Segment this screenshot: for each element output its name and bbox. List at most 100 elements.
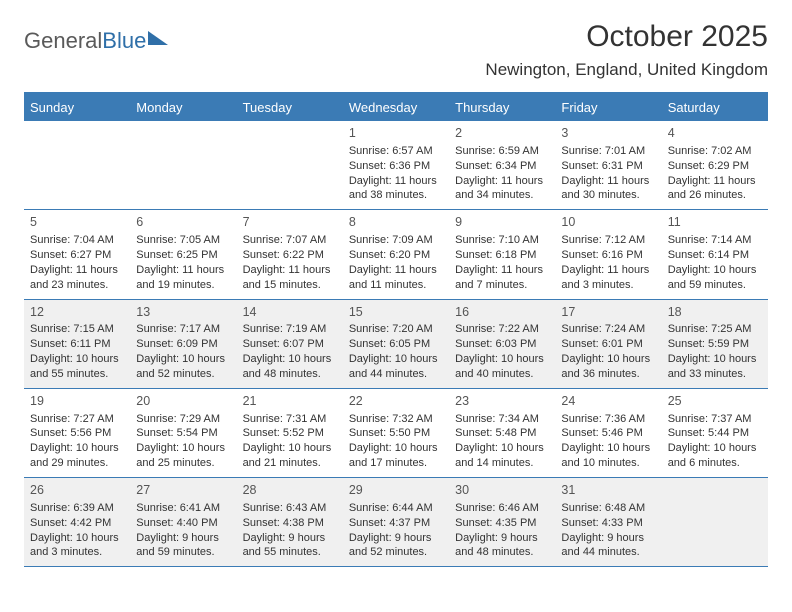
sunset-text: Sunset: 6:03 PM bbox=[455, 337, 549, 352]
sunrise-text: Sunrise: 6:44 AM bbox=[349, 501, 443, 516]
day-cell: 3Sunrise: 7:01 AMSunset: 6:31 PMDaylight… bbox=[555, 121, 661, 209]
sunset-text: Sunset: 4:40 PM bbox=[136, 516, 230, 531]
day-cell: 13Sunrise: 7:17 AMSunset: 6:09 PMDayligh… bbox=[130, 300, 236, 388]
day-cell: 8Sunrise: 7:09 AMSunset: 6:20 PMDaylight… bbox=[343, 210, 449, 298]
daylight-text: Daylight: 11 hours and 26 minutes. bbox=[668, 174, 762, 204]
daylight-text: Daylight: 10 hours and 48 minutes. bbox=[243, 352, 337, 382]
day-number: 24 bbox=[561, 393, 655, 410]
daylight-text: Daylight: 10 hours and 40 minutes. bbox=[455, 352, 549, 382]
day-cell: 25Sunrise: 7:37 AMSunset: 5:44 PMDayligh… bbox=[662, 389, 768, 477]
day-number: 9 bbox=[455, 214, 549, 231]
day-number: 19 bbox=[30, 393, 124, 410]
sunset-text: Sunset: 6:14 PM bbox=[668, 248, 762, 263]
sunset-text: Sunset: 4:38 PM bbox=[243, 516, 337, 531]
logo-text-general: General bbox=[24, 28, 102, 54]
sunrise-text: Sunrise: 7:07 AM bbox=[243, 233, 337, 248]
day-number: 14 bbox=[243, 304, 337, 321]
sunset-text: Sunset: 4:33 PM bbox=[561, 516, 655, 531]
daylight-text: Daylight: 9 hours and 55 minutes. bbox=[243, 531, 337, 561]
day-number: 22 bbox=[349, 393, 443, 410]
day-number: 3 bbox=[561, 125, 655, 142]
day-number: 30 bbox=[455, 482, 549, 499]
sunset-text: Sunset: 6:29 PM bbox=[668, 159, 762, 174]
daylight-text: Daylight: 11 hours and 3 minutes. bbox=[561, 263, 655, 293]
sunrise-text: Sunrise: 6:43 AM bbox=[243, 501, 337, 516]
sunset-text: Sunset: 6:31 PM bbox=[561, 159, 655, 174]
sunrise-text: Sunrise: 7:29 AM bbox=[136, 412, 230, 427]
sunrise-text: Sunrise: 7:37 AM bbox=[668, 412, 762, 427]
sunset-text: Sunset: 6:20 PM bbox=[349, 248, 443, 263]
sunset-text: Sunset: 6:16 PM bbox=[561, 248, 655, 263]
day-number: 4 bbox=[668, 125, 762, 142]
sunset-text: Sunset: 5:59 PM bbox=[668, 337, 762, 352]
sunset-text: Sunset: 4:35 PM bbox=[455, 516, 549, 531]
day-number: 11 bbox=[668, 214, 762, 231]
day-header: Monday bbox=[130, 94, 236, 121]
day-cell: 14Sunrise: 7:19 AMSunset: 6:07 PMDayligh… bbox=[237, 300, 343, 388]
day-cell: 22Sunrise: 7:32 AMSunset: 5:50 PMDayligh… bbox=[343, 389, 449, 477]
sunset-text: Sunset: 5:56 PM bbox=[30, 426, 124, 441]
daylight-text: Daylight: 10 hours and 44 minutes. bbox=[349, 352, 443, 382]
daylight-text: Daylight: 9 hours and 48 minutes. bbox=[455, 531, 549, 561]
day-number: 28 bbox=[243, 482, 337, 499]
title-block: October 2025 Newington, England, United … bbox=[485, 20, 768, 80]
sunrise-text: Sunrise: 7:04 AM bbox=[30, 233, 124, 248]
daylight-text: Daylight: 10 hours and 36 minutes. bbox=[561, 352, 655, 382]
day-header: Wednesday bbox=[343, 94, 449, 121]
sunset-text: Sunset: 6:22 PM bbox=[243, 248, 337, 263]
daylight-text: Daylight: 9 hours and 52 minutes. bbox=[349, 531, 443, 561]
day-cell: 20Sunrise: 7:29 AMSunset: 5:54 PMDayligh… bbox=[130, 389, 236, 477]
sunset-text: Sunset: 5:54 PM bbox=[136, 426, 230, 441]
day-cell: 23Sunrise: 7:34 AMSunset: 5:48 PMDayligh… bbox=[449, 389, 555, 477]
sunrise-text: Sunrise: 7:10 AM bbox=[455, 233, 549, 248]
day-cell: 24Sunrise: 7:36 AMSunset: 5:46 PMDayligh… bbox=[555, 389, 661, 477]
sunrise-text: Sunrise: 7:05 AM bbox=[136, 233, 230, 248]
daylight-text: Daylight: 10 hours and 17 minutes. bbox=[349, 441, 443, 471]
page-title: October 2025 bbox=[485, 20, 768, 54]
day-number: 8 bbox=[349, 214, 443, 231]
sunset-text: Sunset: 4:42 PM bbox=[30, 516, 124, 531]
sunrise-text: Sunrise: 7:14 AM bbox=[668, 233, 762, 248]
week-row: 26Sunrise: 6:39 AMSunset: 4:42 PMDayligh… bbox=[24, 478, 768, 567]
day-number: 6 bbox=[136, 214, 230, 231]
sunrise-text: Sunrise: 7:31 AM bbox=[243, 412, 337, 427]
sunrise-text: Sunrise: 7:12 AM bbox=[561, 233, 655, 248]
day-number: 12 bbox=[30, 304, 124, 321]
sunrise-text: Sunrise: 7:22 AM bbox=[455, 322, 549, 337]
header: GeneralBlue October 2025 Newington, Engl… bbox=[24, 20, 768, 80]
sunset-text: Sunset: 5:48 PM bbox=[455, 426, 549, 441]
sunrise-text: Sunrise: 6:57 AM bbox=[349, 144, 443, 159]
day-cell: 28 Sunrise: 6:43 AMSunset: 4:38 PMDayligh… bbox=[237, 478, 343, 566]
sunrise-text: Sunrise: 7:36 AM bbox=[561, 412, 655, 427]
day-cell: 21Sunrise: 7:31 AMSunset: 5:52 PMDayligh… bbox=[237, 389, 343, 477]
sunrise-text: Sunrise: 7:27 AM bbox=[30, 412, 124, 427]
sunrise-text: Sunrise: 7:34 AM bbox=[455, 412, 549, 427]
day-cell: 15Sunrise: 7:20 AMSunset: 6:05 PMDayligh… bbox=[343, 300, 449, 388]
sunrise-text: Sunrise: 7:01 AM bbox=[561, 144, 655, 159]
daylight-text: Daylight: 9 hours and 44 minutes. bbox=[561, 531, 655, 561]
daylight-text: Daylight: 11 hours and 7 minutes. bbox=[455, 263, 549, 293]
sunrise-text: Sunrise: 6:39 AM bbox=[30, 501, 124, 516]
day-cell bbox=[130, 121, 236, 209]
day-header: Tuesday bbox=[237, 94, 343, 121]
day-number: 16 bbox=[455, 304, 549, 321]
day-cell bbox=[662, 478, 768, 566]
daylight-text: Daylight: 10 hours and 33 minutes. bbox=[668, 352, 762, 382]
day-cell bbox=[237, 121, 343, 209]
sunrise-text: Sunrise: 7:09 AM bbox=[349, 233, 443, 248]
sunrise-text: Sunrise: 6:59 AM bbox=[455, 144, 549, 159]
day-cell: 6Sunrise: 7:05 AMSunset: 6:25 PMDaylight… bbox=[130, 210, 236, 298]
sunset-text: Sunset: 6:07 PM bbox=[243, 337, 337, 352]
daylight-text: Daylight: 11 hours and 19 minutes. bbox=[136, 263, 230, 293]
sunset-text: Sunset: 5:44 PM bbox=[668, 426, 762, 441]
day-number: 18 bbox=[668, 304, 762, 321]
day-header: Saturday bbox=[662, 94, 768, 121]
sunrise-text: Sunrise: 7:20 AM bbox=[349, 322, 443, 337]
sunset-text: Sunset: 6:36 PM bbox=[349, 159, 443, 174]
daylight-text: Daylight: 11 hours and 23 minutes. bbox=[30, 263, 124, 293]
sunset-text: Sunset: 6:34 PM bbox=[455, 159, 549, 174]
day-cell: 9Sunrise: 7:10 AMSunset: 6:18 PMDaylight… bbox=[449, 210, 555, 298]
day-cell: 2Sunrise: 6:59 AMSunset: 6:34 PMDaylight… bbox=[449, 121, 555, 209]
sunset-text: Sunset: 5:52 PM bbox=[243, 426, 337, 441]
day-number: 5 bbox=[30, 214, 124, 231]
